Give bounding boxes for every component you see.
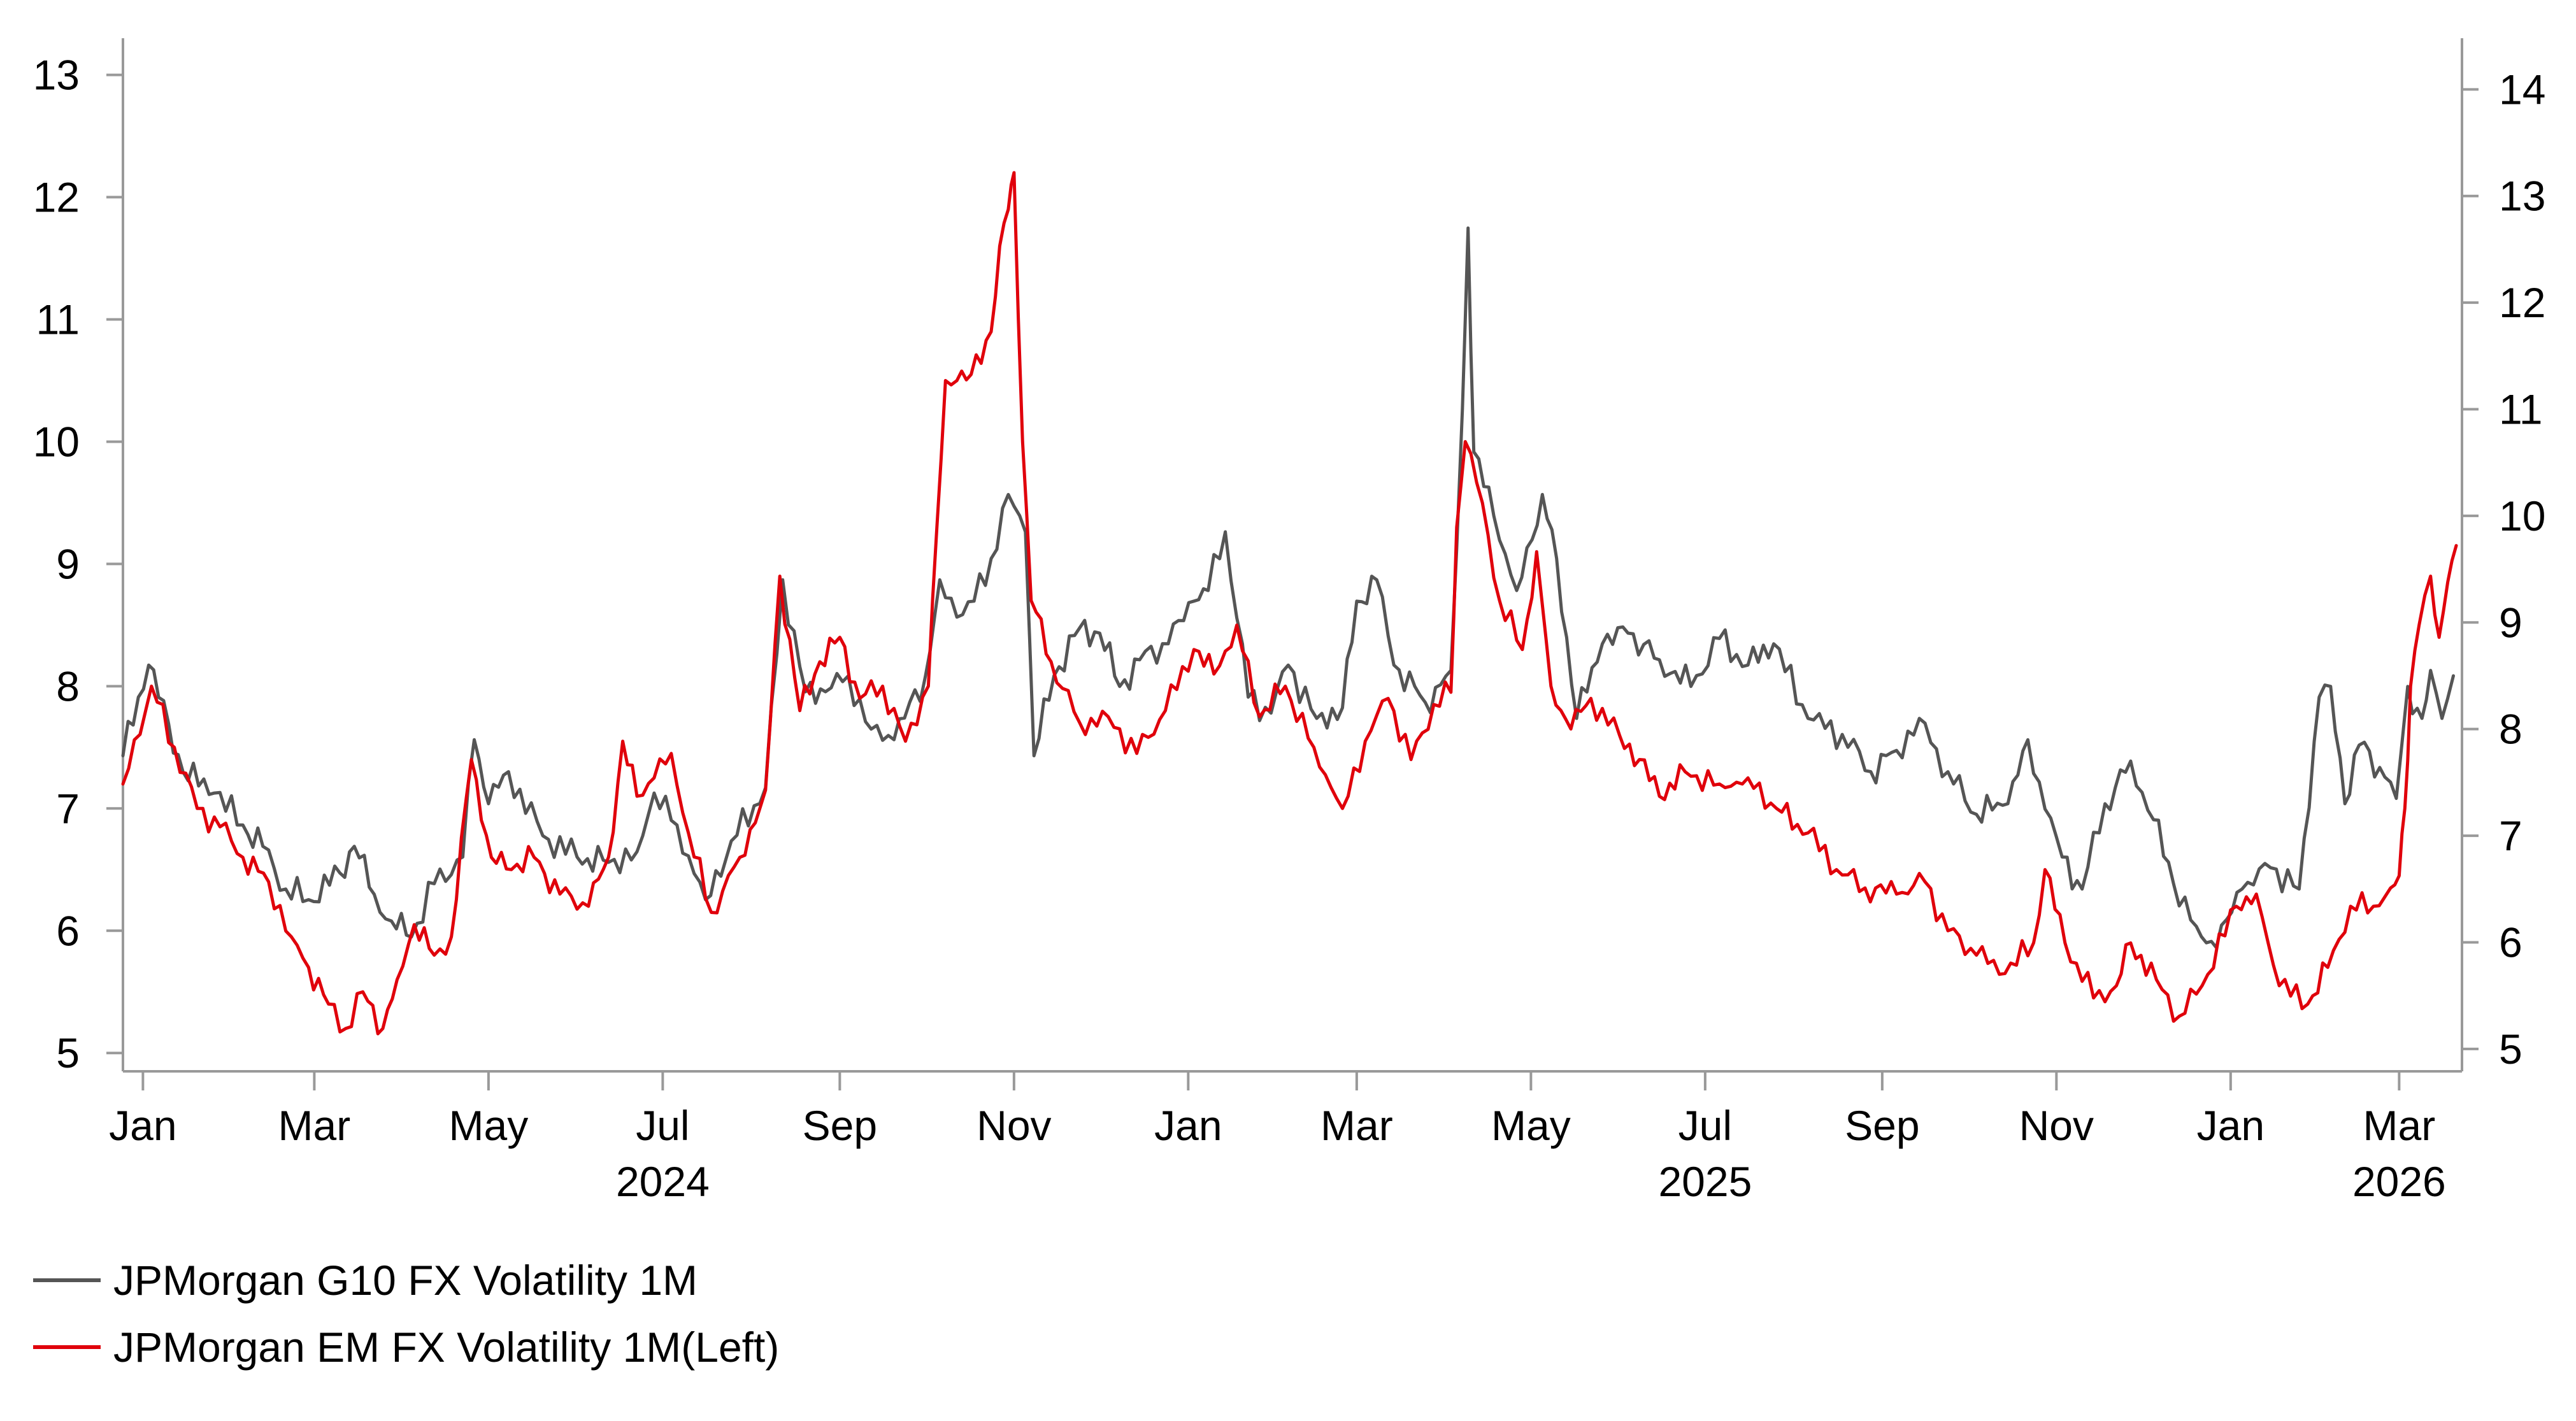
y-left-tick-label: 7 (56, 785, 80, 832)
legend: JPMorgan G10 FX Volatility 1M JPMorgan EM… (33, 1257, 779, 1371)
x-tick-label: May (449, 1102, 529, 1149)
y-left-tick-label: 9 (56, 540, 80, 587)
series-lines (121, 171, 2458, 1036)
y-left-tick-label: 13 (33, 52, 80, 99)
y-left-tick-label: 10 (33, 418, 80, 465)
x-tick-label: Mar (278, 1102, 351, 1149)
x-tick-label: May (1491, 1102, 1571, 1149)
y-left-tick-label: 8 (56, 662, 80, 710)
y-right-tick-label: 13 (2499, 173, 2545, 220)
x-tick-label: Jan (2197, 1102, 2265, 1149)
x-year-label: 2024 (616, 1158, 710, 1205)
y-right-tick-label: 12 (2499, 279, 2545, 326)
y-left-tick-label: 6 (56, 907, 80, 954)
y-left-tick-label: 12 (33, 174, 80, 221)
legend-label: JPMorgan EM FX Volatility 1M(Left) (113, 1324, 779, 1371)
y-right-tick-label: 10 (2499, 492, 2545, 539)
x-year-label: 2026 (2352, 1158, 2446, 1205)
y-left-tick-label: 5 (56, 1029, 80, 1076)
x-tick-label: Nov (2019, 1102, 2094, 1149)
y-right-tick-label: 8 (2499, 706, 2522, 753)
x-tick-label: Jan (1154, 1102, 1222, 1149)
x-tick-label: Jul (636, 1102, 689, 1149)
x-tick-label: Mar (1320, 1102, 1393, 1149)
x-tick-label: Mar (2363, 1102, 2436, 1149)
x-year-label: 2025 (1658, 1158, 1752, 1205)
y-right-tick-label: 5 (2499, 1025, 2522, 1073)
x-tick-label: Nov (977, 1102, 1051, 1149)
series-line-em-fx-volatility (121, 171, 2458, 1036)
y-right-tick-label: 11 (2499, 386, 2543, 433)
x-tick-label: Sep (803, 1102, 877, 1149)
series-line-g10-fx-volatility (121, 226, 2455, 950)
x-tick-label: Sep (1845, 1102, 1919, 1149)
y-right-tick-label: 6 (2499, 918, 2522, 966)
y-right-tick-label: 14 (2499, 66, 2545, 113)
legend-label: JPMorgan G10 FX Volatility 1M (113, 1257, 698, 1304)
axes: 5 6 7 8 9 10 11 12 13 5 6 7 8 9 10 11 12 13 14 Jan Mar May Jul… (33, 38, 2545, 1205)
x-tick-label: Jul (1678, 1102, 1732, 1149)
x-tick-label: Jan (109, 1102, 176, 1149)
y-right-tick-label: 7 (2499, 812, 2522, 859)
y-left-tick-label: 11 (36, 296, 80, 343)
y-right-tick-label: 9 (2499, 599, 2522, 646)
